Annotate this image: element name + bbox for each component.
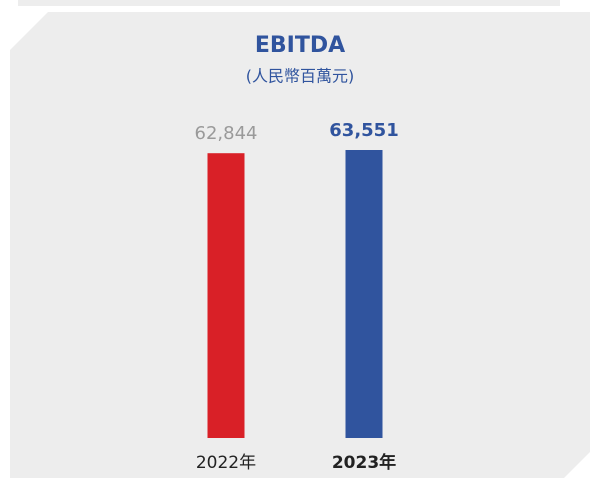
chart-title: EBITDA xyxy=(255,33,345,58)
x-tick-label: 2023年 xyxy=(332,452,396,473)
top-strip xyxy=(18,0,560,6)
chart-subtitle: (人民幣百萬元) xyxy=(246,67,355,86)
x-tick-label: 2022年 xyxy=(196,453,256,473)
panel xyxy=(10,12,590,478)
value-label: 63,551 xyxy=(329,120,398,141)
bar xyxy=(345,150,383,438)
bar xyxy=(207,153,245,438)
value-label: 62,844 xyxy=(195,123,258,144)
